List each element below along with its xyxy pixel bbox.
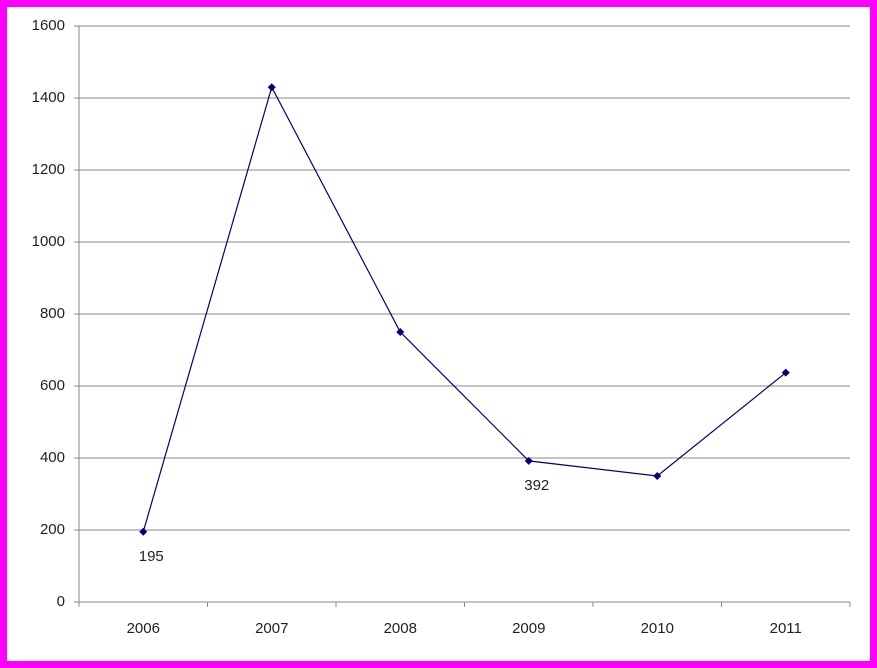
data-marker [781, 368, 790, 377]
y-tick-label: 1200 [32, 161, 65, 178]
y-tick-label: 0 [57, 593, 65, 610]
y-tick-label: 1400 [32, 89, 65, 106]
y-tick-label: 200 [40, 521, 65, 538]
data-line [142, 85, 787, 532]
y-tick-label: 600 [40, 377, 65, 394]
y-tick-label: 1000 [32, 233, 65, 250]
y-tick-label: 1600 [32, 17, 65, 34]
data-marker [396, 328, 405, 336]
x-tick-label: 2008 [384, 620, 417, 637]
x-tick-label: 2007 [255, 620, 288, 637]
x-tick-label: 2010 [641, 620, 674, 637]
data-marker [139, 527, 148, 536]
y-tick-label: 800 [40, 305, 65, 322]
data-label: 392 [524, 477, 549, 494]
data-marker [653, 472, 662, 480]
data-label: 195 [139, 548, 164, 565]
x-tick-label: 2009 [512, 620, 545, 637]
x-tick-label: 2006 [127, 620, 160, 637]
data-marker [267, 83, 276, 92]
data-marker [524, 456, 533, 465]
x-tick-label: 2011 [770, 620, 802, 637]
y-tick-label: 400 [40, 449, 65, 466]
